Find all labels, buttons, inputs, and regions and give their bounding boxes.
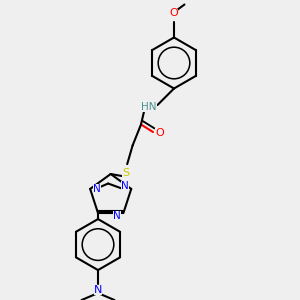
Text: N: N (113, 211, 121, 221)
Text: S: S (122, 167, 129, 178)
Text: N: N (94, 285, 102, 295)
Text: HN: HN (141, 102, 157, 112)
Text: N: N (121, 181, 128, 191)
Text: O: O (169, 8, 178, 19)
Text: O: O (155, 128, 164, 138)
Text: N: N (93, 184, 100, 194)
